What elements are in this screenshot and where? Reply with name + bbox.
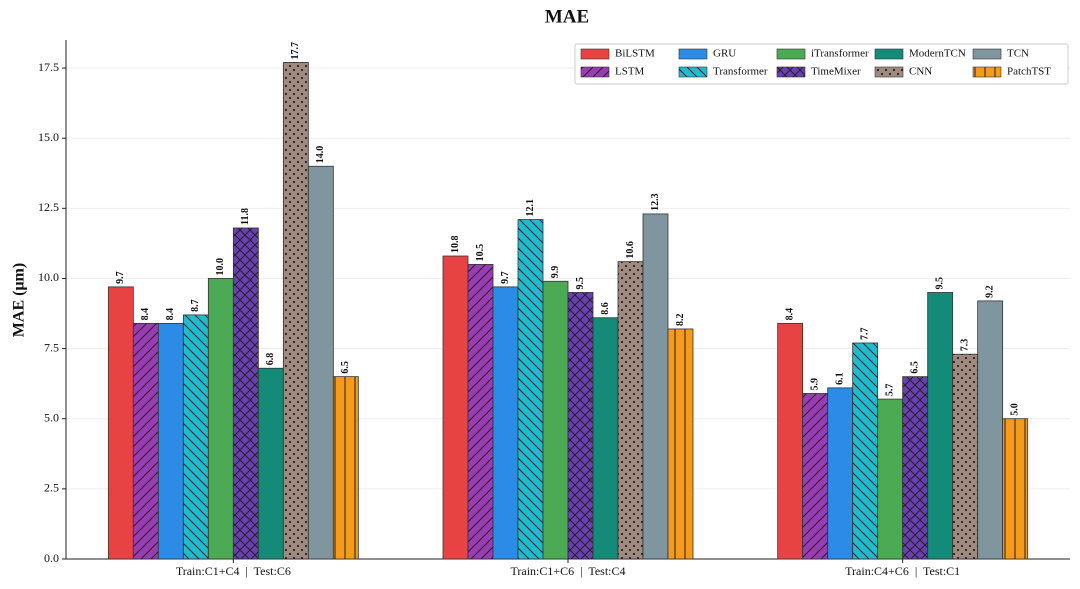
y-tick-label: 2.5 xyxy=(44,481,59,495)
bar xyxy=(927,292,954,560)
bar xyxy=(232,227,259,560)
data-label: 9.5 xyxy=(934,277,945,290)
data-label: 10.8 xyxy=(450,236,461,254)
legend-label: iTransformer xyxy=(811,48,869,60)
data-label: 9.2 xyxy=(984,285,995,298)
y-tick-label: 15.0 xyxy=(38,130,59,144)
bar xyxy=(617,261,644,560)
y-tick-label: 7.5 xyxy=(44,340,59,354)
data-label: 14.0 xyxy=(315,146,326,164)
bar xyxy=(1002,418,1029,560)
data-label: 5.9 xyxy=(809,378,820,391)
bar xyxy=(852,342,879,560)
bar xyxy=(107,286,134,560)
data-label: 9.5 xyxy=(575,277,586,290)
legend-swatch xyxy=(678,48,708,60)
legend-label: PatchTST xyxy=(1007,66,1051,78)
bar xyxy=(567,292,594,560)
bar xyxy=(642,213,669,560)
bar xyxy=(802,393,829,560)
data-label: 8.4 xyxy=(784,308,795,321)
y-tick-label: 0.0 xyxy=(44,551,59,565)
bar xyxy=(332,376,359,560)
legend-label: GRU xyxy=(713,48,736,60)
data-label: 6.8 xyxy=(265,353,276,366)
legend-label: BiLSTM xyxy=(615,48,655,60)
x-tick-label: Train:C1+C4 | Test:C6 xyxy=(176,564,291,578)
data-label: 9.7 xyxy=(115,271,126,284)
data-label: 8.6 xyxy=(600,302,611,315)
bar xyxy=(467,264,494,560)
bar xyxy=(182,314,209,560)
bar xyxy=(132,322,159,560)
data-label: 12.3 xyxy=(650,193,661,211)
data-label: 5.7 xyxy=(884,384,895,397)
bar xyxy=(542,280,569,560)
data-label: 8.4 xyxy=(140,308,151,321)
legend-swatch xyxy=(580,48,610,60)
bar xyxy=(517,219,544,560)
y-tick-label: 17.5 xyxy=(38,60,59,74)
legend-swatch xyxy=(776,48,806,60)
x-tick-label: Train:C1+C6 | Test:C4 xyxy=(510,564,625,578)
y-tick-label: 12.5 xyxy=(38,200,59,214)
data-label: 5.0 xyxy=(1009,403,1020,416)
y-tick-label: 10.0 xyxy=(38,270,59,284)
data-label: 11.8 xyxy=(240,208,251,225)
legend-label: TCN xyxy=(1007,48,1029,60)
data-label: 6.5 xyxy=(340,361,351,374)
legend-label: LSTM xyxy=(615,66,645,78)
data-label: 10.5 xyxy=(475,244,486,262)
data-label: 6.1 xyxy=(834,372,845,385)
data-label: 8.7 xyxy=(190,299,201,312)
legend-label: Transformer xyxy=(713,66,768,78)
legend-label: TimeMixer xyxy=(811,66,861,78)
bar xyxy=(827,387,854,560)
data-label: 10.6 xyxy=(625,241,636,259)
x-tick-label: Train:C4+C6 | Test:C1 xyxy=(845,564,960,578)
data-label: 7.7 xyxy=(859,327,870,340)
bar xyxy=(667,328,694,560)
legend-swatch xyxy=(972,48,1002,60)
bar xyxy=(977,300,1004,560)
legend-hatch xyxy=(581,67,609,77)
legend-hatch xyxy=(875,67,903,77)
y-tick-label: 5.0 xyxy=(44,410,59,424)
data-label: 8.2 xyxy=(675,313,686,326)
legend-hatch xyxy=(777,67,805,77)
bar xyxy=(952,353,979,560)
y-axis-label: MAE (μm) xyxy=(11,263,28,337)
legend-hatch xyxy=(679,67,707,77)
data-label: 7.3 xyxy=(959,339,970,352)
data-label: 10.0 xyxy=(215,258,226,276)
bar xyxy=(157,322,184,560)
data-label: 6.5 xyxy=(909,361,920,374)
bar xyxy=(207,278,234,560)
bar xyxy=(777,322,804,560)
bar xyxy=(282,62,309,560)
bar xyxy=(877,398,904,560)
bar xyxy=(257,367,284,560)
bar xyxy=(492,286,519,560)
chart-title: MAE xyxy=(545,6,589,27)
data-label: 8.4 xyxy=(165,308,176,321)
data-label: 12.1 xyxy=(525,199,536,217)
legend-hatch xyxy=(973,67,1001,77)
legend-label: CNN xyxy=(909,66,932,78)
data-label: 17.7 xyxy=(290,42,301,60)
bar xyxy=(307,165,334,560)
bar xyxy=(902,376,929,560)
legend-swatch xyxy=(874,48,904,60)
data-label: 9.7 xyxy=(500,271,511,284)
legend-label: ModernTCN xyxy=(909,48,966,60)
bar xyxy=(442,255,469,560)
data-label: 9.9 xyxy=(550,266,561,279)
bar xyxy=(592,317,619,560)
